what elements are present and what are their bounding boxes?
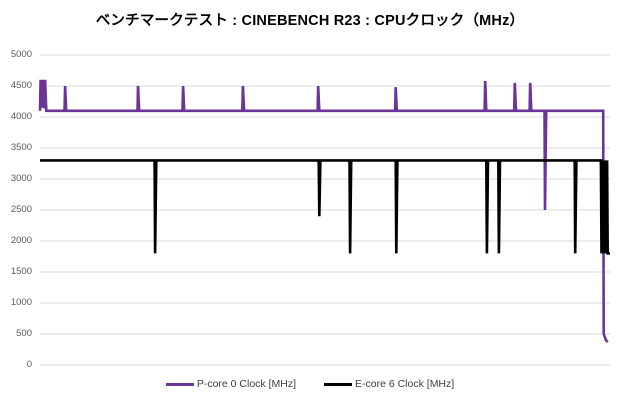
y-axis-tick-label-0: 0 [26, 359, 32, 370]
series-line-e-core-6 [40, 159, 610, 255]
y-axis-tick-label-1500: 1500 [10, 266, 32, 277]
legend-item-p-core: P-core 0 Clock [MHz] [165, 378, 296, 390]
e-core-line-swatch [324, 382, 352, 386]
y-axis-tick-label-2500: 2500 [10, 204, 32, 215]
chart-title: ベンチマークテスト : CINEBENCH R23 : CPUクロック（MHz） [95, 13, 525, 29]
e-core-legend-label: E-core 6 Clock [MHz] [355, 378, 455, 390]
y-axis-tick-label-4500: 4500 [10, 80, 32, 91]
y-axis-tick-label-3500: 3500 [10, 142, 32, 153]
y-axis-tick-label-3000: 3000 [10, 173, 32, 184]
y-axis-tick-label-500: 500 [16, 328, 32, 339]
y-axis-tick-label-4000: 4000 [10, 111, 32, 122]
legend: P-core 0 Clock [MHz] E-core 6 Clock [MHz… [0, 378, 620, 390]
series-line-p-core-0 [38, 79, 609, 343]
y-axis-tick-label-1000: 1000 [10, 297, 32, 308]
y-axis-tick-label-2000: 2000 [10, 235, 32, 246]
legend-item-e-core: E-core 6 Clock [MHz] [324, 378, 454, 390]
y-axis-tick-label-5000: 5000 [10, 49, 32, 60]
y-axis: 0 500 1000 1500 2000 2500 3000 3500 4000 4500 5000 [0, 0, 34, 410]
p-core-legend-label: P-core 0 Clock [MHz] [196, 378, 296, 390]
p-core-line-swatch [165, 382, 194, 386]
